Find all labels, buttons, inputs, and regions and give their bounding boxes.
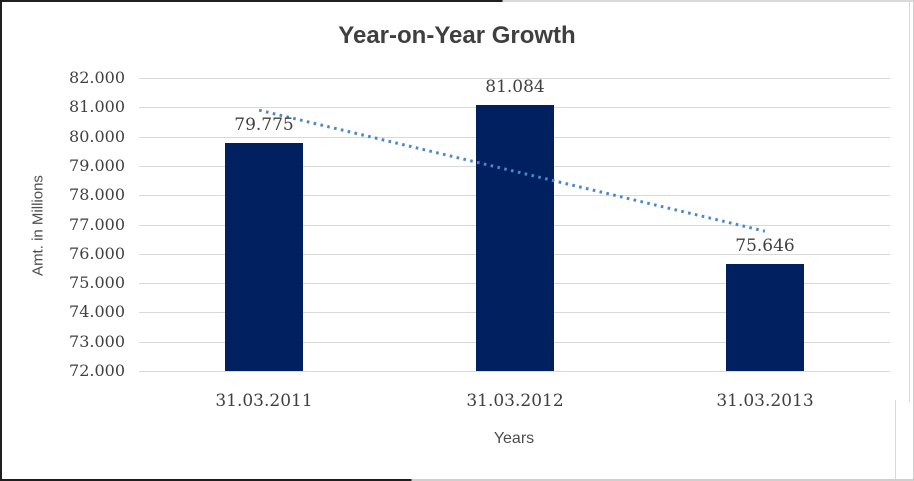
bar-31.03.2013[interactable] [726, 264, 804, 371]
x-category-label: 31.03.2013 [716, 391, 814, 411]
sheet-gridline [895, 400, 896, 479]
x-category-label: 31.03.2012 [466, 391, 564, 411]
x-axis-title-text: Years [493, 430, 535, 447]
y-tick-label: 74.000 [69, 302, 125, 321]
data-label: 79.775 [234, 115, 294, 135]
bar-31.03.2012[interactable] [476, 105, 554, 371]
y-tick-label: 76.000 [69, 244, 125, 263]
y-tick-label: 77.000 [69, 215, 125, 234]
y-tick-label: 75.000 [69, 273, 125, 292]
bar-31.03.2011[interactable] [225, 143, 303, 371]
y-tick-label: 73.000 [69, 332, 125, 351]
y-tick-label: 81.000 [69, 97, 125, 116]
frame-edge-bottom [0, 479, 914, 481]
gridline [139, 78, 890, 79]
y-tick-label: 80.000 [69, 127, 125, 146]
x-category-label: 31.03.2011 [215, 391, 313, 411]
chart-border-right [909, 2, 910, 402]
y-tick-label: 82.000 [69, 68, 125, 87]
frame-edge-top [0, 0, 914, 2]
data-label: 81.084 [485, 77, 545, 97]
chart-title: Year-on-Year Growth [338, 22, 576, 49]
y-tick-label: 79.000 [69, 156, 125, 175]
frame-edge-left [0, 0, 2, 481]
data-label: 75.646 [735, 236, 795, 256]
y-tick-label: 78.000 [69, 185, 125, 204]
x-axis-title: Years [0, 430, 914, 448]
y-tick-label: 72.000 [69, 361, 125, 380]
gridline [139, 371, 890, 372]
y-axis-title: Amt. in Millions [29, 175, 47, 276]
